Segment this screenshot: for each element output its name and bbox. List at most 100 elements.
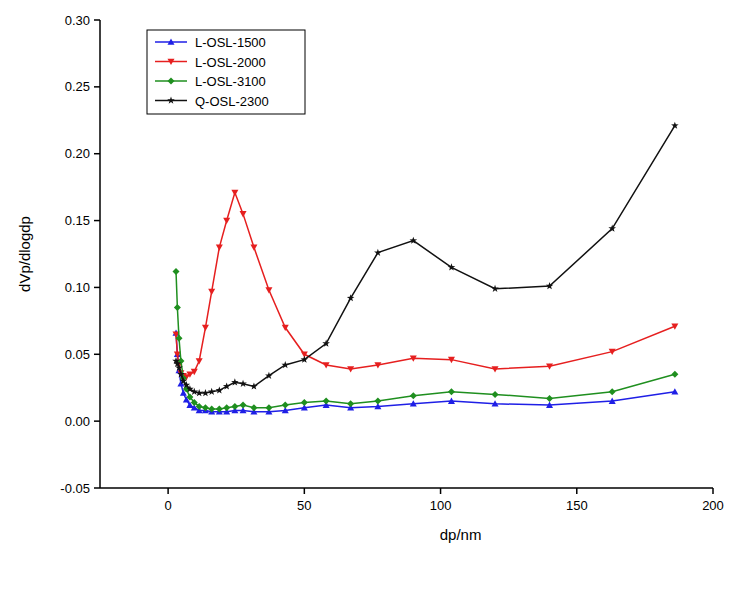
data-point (174, 304, 181, 311)
x-tick (304, 488, 306, 494)
data-point (250, 382, 258, 389)
y-axis-label: dVp/dlogdp (16, 216, 33, 292)
data-point (301, 399, 308, 406)
y-tick (94, 487, 100, 489)
data-point (448, 263, 456, 270)
data-point (374, 398, 381, 405)
data-point (323, 362, 330, 368)
legend-marker (167, 97, 175, 104)
data-point (240, 402, 247, 409)
y-tick (94, 420, 100, 422)
series-line (176, 126, 675, 393)
data-point (231, 403, 238, 410)
data-point (608, 225, 616, 232)
data-point (374, 249, 382, 256)
data-point (202, 389, 210, 396)
data-point (190, 388, 198, 395)
legend-label: L-OSL-2000 (195, 55, 266, 70)
data-point (174, 360, 182, 367)
data-point (282, 325, 289, 331)
data-point (196, 403, 203, 410)
legend-marker (168, 39, 175, 45)
x-tick (440, 488, 442, 494)
legend-marker (168, 59, 175, 65)
data-point (265, 372, 273, 379)
series-line (176, 333, 675, 412)
data-point (223, 218, 230, 224)
x-axis-label: dp/nm (440, 526, 482, 543)
y-tick (94, 220, 100, 222)
y-tick (94, 354, 100, 356)
x-tick (167, 488, 169, 494)
data-point (323, 398, 330, 405)
data-point (347, 366, 354, 372)
y-tick (94, 287, 100, 289)
x-tick-label: 150 (566, 498, 588, 513)
data-point (492, 400, 499, 406)
data-point (250, 404, 257, 411)
data-point (208, 388, 216, 395)
y-tick-label: 0.20 (65, 146, 90, 161)
data-point (374, 362, 381, 368)
plot-area (172, 122, 678, 415)
y-tick-label: 0.25 (65, 79, 90, 94)
data-point (195, 389, 203, 396)
data-point (347, 400, 354, 407)
legend-label: L-OSL-1500 (195, 35, 266, 50)
y-tick-label: 0.10 (65, 280, 90, 295)
data-point (216, 245, 223, 251)
legend-label: Q-OSL-2300 (195, 94, 269, 109)
data-point (250, 245, 257, 251)
data-point (231, 378, 239, 385)
data-point (281, 361, 289, 368)
data-point (410, 355, 417, 361)
data-point (173, 268, 180, 275)
legend-box (147, 30, 305, 114)
y-tick (94, 153, 100, 155)
data-point (609, 349, 616, 355)
data-point (202, 404, 209, 411)
data-point (282, 402, 289, 409)
data-point (671, 371, 678, 378)
data-point (265, 287, 272, 293)
y-tick-label: -0.05 (60, 481, 90, 496)
data-point (223, 382, 231, 389)
chart: 050100150200-0.050.000.050.100.150.200.2… (0, 0, 733, 591)
x-tick (712, 488, 714, 494)
data-point (546, 395, 553, 402)
y-tick-label: 0.15 (65, 213, 90, 228)
legend: L-OSL-1500 L-OSL-2000 L-OSL-3100 Q-OSL-2300 (147, 30, 305, 114)
data-point (231, 190, 238, 196)
legend-marker (168, 78, 175, 85)
data-point (347, 294, 355, 301)
data-point (410, 400, 417, 406)
data-point (301, 356, 309, 363)
data-point (546, 364, 553, 370)
data-point (448, 388, 455, 395)
data-point (177, 370, 185, 377)
data-point (322, 340, 330, 347)
data-point (546, 282, 554, 289)
data-point (492, 366, 499, 372)
legend-label: L-OSL-3100 (195, 74, 266, 89)
x-tick-label: 0 (164, 498, 171, 513)
series-line (176, 271, 675, 409)
data-point (202, 325, 209, 331)
data-point (448, 357, 455, 363)
data-point (183, 381, 191, 388)
y-tick-label: 0.00 (65, 414, 90, 429)
data-point (609, 398, 616, 404)
data-point (491, 285, 499, 292)
data-point (448, 398, 455, 404)
data-point (410, 392, 417, 399)
data-point (671, 388, 678, 394)
data-point (208, 406, 215, 413)
data-point (223, 404, 230, 411)
data-point (265, 404, 272, 411)
data-point (546, 402, 553, 408)
data-point (240, 211, 247, 217)
data-point (671, 323, 678, 329)
data-point (196, 358, 203, 364)
x-axis (100, 487, 713, 489)
y-axis (99, 20, 101, 488)
